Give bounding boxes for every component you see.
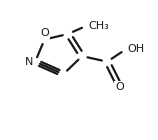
- Text: O: O: [40, 28, 49, 38]
- Text: OH: OH: [128, 44, 145, 54]
- Text: O: O: [115, 82, 124, 92]
- Text: CH₃: CH₃: [88, 21, 109, 31]
- Text: N: N: [25, 57, 34, 67]
